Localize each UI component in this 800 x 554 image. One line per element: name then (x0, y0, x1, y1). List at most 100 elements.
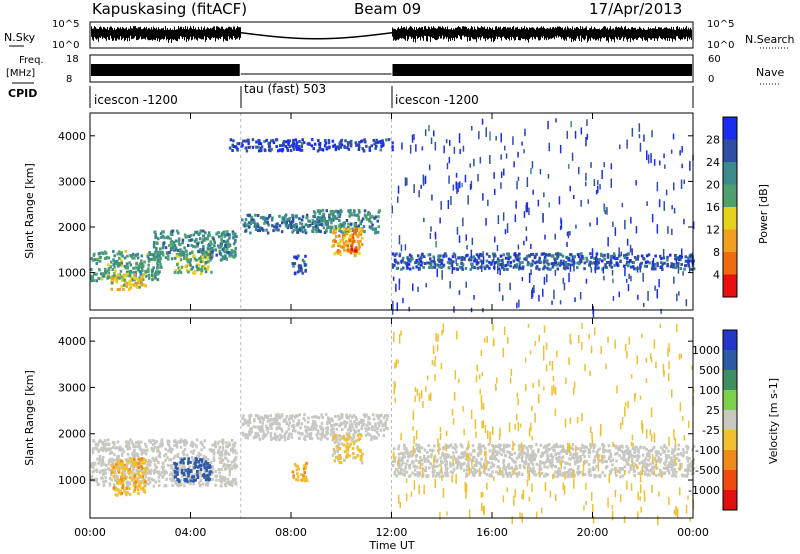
data-cell (525, 254, 529, 258)
data-cell (333, 459, 336, 463)
data-cell (124, 273, 128, 277)
data-cell (556, 252, 560, 256)
data-cell (402, 266, 405, 270)
data-cell (199, 468, 203, 471)
data-cell (260, 227, 264, 231)
nsky-sample (207, 27, 208, 38)
data-cell (110, 276, 113, 280)
data-cell (360, 421, 363, 424)
data-cell (493, 261, 497, 265)
data-cell (268, 145, 272, 149)
data-cell (449, 470, 453, 474)
nsky-sample (362, 35, 363, 37)
nsky-sample (501, 29, 502, 41)
data-cell (127, 481, 130, 485)
data-cell (284, 432, 287, 436)
nsky-sample (487, 26, 488, 40)
data-cell (356, 422, 360, 426)
data-cell (348, 423, 352, 427)
nsky-sample (657, 29, 658, 41)
data-cell (407, 262, 411, 266)
data-cell (303, 471, 306, 474)
data-cell (184, 468, 187, 472)
nsearch-tick-bottom: 10^0 (707, 40, 734, 51)
data-cell (278, 224, 282, 228)
data-cell (234, 481, 238, 485)
data-cell (411, 266, 415, 270)
data-cell (191, 467, 195, 471)
data-cell (357, 438, 360, 442)
data-cell (191, 265, 195, 269)
data-cell (385, 138, 388, 142)
data-cell (638, 134, 641, 139)
nsky-sample (466, 27, 467, 37)
data-cell (528, 207, 530, 215)
data-cell (298, 228, 301, 232)
data-cell (311, 219, 314, 222)
data-cell (218, 445, 221, 449)
data-cell (367, 421, 370, 425)
data-cell (555, 118, 557, 123)
data-cell (332, 231, 335, 235)
data-cell (194, 473, 197, 476)
data-cell (660, 257, 663, 260)
nsky-sample (198, 26, 199, 38)
data-cell (296, 414, 299, 418)
data-cell (129, 470, 132, 474)
data-cell (441, 453, 444, 457)
data-cell (523, 257, 526, 261)
nsky-sample (456, 27, 457, 39)
data-cell (178, 238, 181, 242)
data-cell (531, 453, 534, 457)
data-cell (351, 233, 354, 237)
data-cell (364, 427, 367, 430)
nsearch-label: N.Search (745, 33, 795, 46)
data-cell (327, 146, 330, 150)
data-cell (233, 444, 236, 448)
nsky-sample (457, 27, 458, 39)
data-cell (509, 466, 512, 470)
data-cell (353, 229, 356, 232)
data-cell (95, 477, 98, 481)
data-cell (629, 259, 632, 262)
data-cell (354, 415, 357, 419)
data-cell (337, 227, 340, 231)
data-cell (321, 416, 324, 419)
data-cell (173, 244, 177, 247)
data-cell (552, 448, 555, 452)
data-cell (151, 270, 154, 274)
data-cell (121, 278, 124, 282)
data-cell (234, 246, 237, 250)
nsky-sample (683, 27, 684, 38)
data-cell (140, 466, 144, 470)
data-cell (461, 266, 464, 270)
data-cell (234, 466, 237, 470)
nsky-sample (480, 27, 481, 41)
data-cell (169, 448, 172, 452)
data-cell (122, 287, 125, 291)
nsky-sample (574, 27, 575, 41)
data-cell (248, 420, 251, 424)
data-cell (113, 254, 116, 258)
data-cell (120, 284, 123, 288)
data-cell (203, 255, 207, 259)
data-cell (640, 254, 644, 258)
data-cell (552, 263, 555, 267)
data-cell (167, 254, 170, 258)
data-cell (187, 457, 190, 461)
data-cell (277, 149, 280, 153)
data-cell (303, 263, 307, 267)
data-cell (121, 472, 124, 476)
data-cell (328, 215, 331, 219)
nsky-sample (96, 28, 97, 40)
nsky-sample (274, 35, 275, 38)
nsky-sample (179, 28, 180, 40)
data-cell (419, 256, 423, 260)
nsky-sample (419, 27, 420, 37)
data-cell (485, 252, 489, 256)
data-cell (174, 481, 177, 485)
nsky-sample (240, 27, 241, 38)
data-cell (294, 414, 298, 418)
data-cell (526, 177, 529, 188)
data-cell (463, 453, 467, 457)
